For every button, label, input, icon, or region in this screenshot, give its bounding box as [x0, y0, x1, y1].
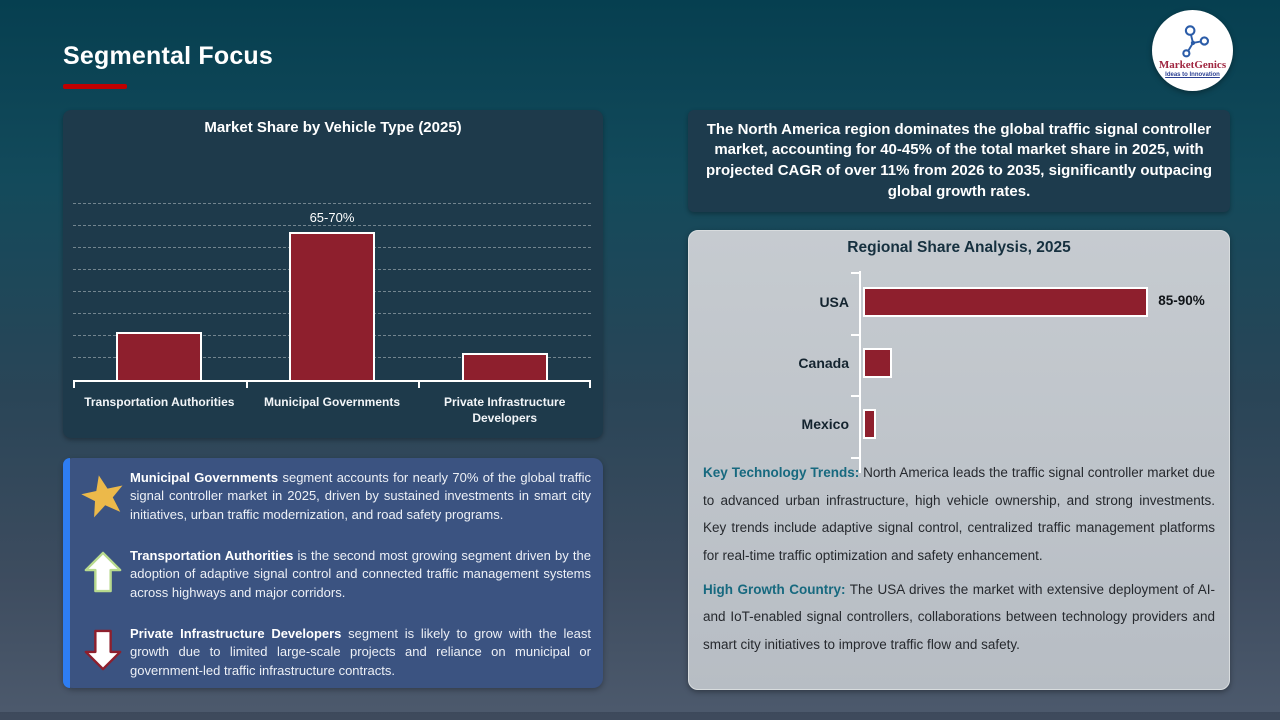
- regional-row-canada: Canada: [703, 348, 1215, 378]
- x-axis-tick: [245, 381, 248, 388]
- title-underline: [63, 84, 127, 89]
- paragraph-rest: The USA drives the market with extensive…: [703, 581, 1215, 653]
- north-america-highlight-box: The North America region dominates the g…: [688, 110, 1230, 212]
- takeaway-rest: is the second most growing segment drive…: [130, 547, 591, 600]
- down-arrow-icon: [76, 625, 130, 671]
- axis-tick: [851, 272, 859, 274]
- star-icon: [76, 469, 130, 518]
- country-label: Mexico: [801, 416, 849, 432]
- bar-transportation-authorities: [116, 331, 203, 380]
- up-arrow-icon: [76, 547, 130, 593]
- takeaway-lead: Transportation Authorities: [130, 547, 294, 563]
- axis-tick: [851, 333, 859, 336]
- category-label: Municipal Governments: [263, 395, 401, 409]
- logo-name: MarketGenics: [1158, 58, 1227, 71]
- logo-tagline: Ideas to Innovation: [1165, 72, 1220, 79]
- chart-gridline: [73, 225, 591, 226]
- chart-gridline: [73, 203, 591, 204]
- bar-value-label: 65-70%: [309, 209, 355, 225]
- takeaway-text: Private Infrastructure Developers segmen…: [130, 625, 591, 680]
- takeaway-item-municipal: Municipal Governments segment accounts f…: [76, 469, 591, 524]
- takeaway-body: Municipal Governments segment accounts f…: [70, 458, 603, 688]
- highlight-text: The North America region dominates the g…: [706, 120, 1212, 200]
- takeaway-text: Transportation Authorities is the second…: [130, 547, 591, 602]
- takeaway-lead: Private Infrastructure Developers: [130, 625, 342, 641]
- bar-value-label: 85-90%: [1158, 293, 1205, 308]
- takeaway-accent-stripe: [63, 458, 70, 688]
- bar-mexico: [863, 409, 877, 439]
- bar-usa: [863, 287, 1149, 317]
- network-molecule-icon: [1181, 25, 1209, 58]
- regional-row-usa: USA 85-90%: [703, 287, 1215, 317]
- page-title: Segmental Focus: [63, 42, 273, 70]
- regional-row-mexico: Mexico: [703, 409, 1215, 439]
- axis-tick: [851, 395, 859, 398]
- bar-canada: [863, 348, 893, 378]
- x-axis-tick: [418, 381, 421, 388]
- regional-analysis-panel: Regional Share Analysis, 2025 USA 85-90% C…: [688, 230, 1230, 690]
- x-axis-tick: [589, 381, 591, 388]
- key-technology-trends-paragraph: Key Technology Trends: North America lea…: [703, 459, 1215, 570]
- country-label: USA: [819, 294, 849, 310]
- high-growth-country-paragraph: High Growth Country: The USA drives the …: [703, 576, 1215, 659]
- bar-private-infrastructure-developers: [461, 352, 548, 380]
- vehicle-chart-categories: Transportation Authorities Municipal Gove…: [73, 388, 591, 434]
- vehicle-chart-plot: 65-70%: [73, 198, 591, 388]
- regional-chart-title: Regional Share Analysis, 2025: [847, 239, 1071, 256]
- vehicle-chart-title: Market Share by Vehicle Type (2025): [204, 119, 462, 136]
- takeaway-lead: Municipal Governments: [130, 470, 279, 485]
- axis-tick: [851, 457, 859, 459]
- bar-municipal-governments: [289, 231, 375, 380]
- takeaway-rest: segment is likely to grow with the least…: [130, 625, 591, 678]
- category-label: Transportation Authorities: [84, 395, 235, 409]
- regional-chart-axis: [859, 271, 861, 473]
- footer-strip: [0, 712, 1280, 720]
- regional-paragraphs: Key Technology Trends: North America lea…: [703, 459, 1215, 665]
- country-label: Canada: [798, 355, 849, 371]
- takeaway-rest: segment accounts for nearly 70% of the g…: [130, 470, 591, 522]
- category-label: Private Infrastructure Developers: [443, 395, 566, 426]
- regional-chart: USA 85-90% Canada Mexico: [703, 271, 1215, 473]
- paragraph-lead: Key Technology Trends:: [703, 465, 860, 480]
- takeaway-text: Municipal Governments segment accounts f…: [130, 469, 591, 524]
- paragraph-rest: North America leads the traffic signal c…: [703, 465, 1215, 564]
- takeaway-item-transportation: Transportation Authorities is the second…: [76, 547, 591, 602]
- takeaway-box: Municipal Governments segment accounts f…: [63, 458, 603, 688]
- x-axis-tick: [73, 381, 75, 388]
- paragraph-lead: High Growth Country:: [703, 581, 846, 597]
- takeaway-item-private: Private Infrastructure Developers segmen…: [76, 625, 591, 680]
- marketgenics-logo: MarketGenics Ideas to Innovation: [1152, 10, 1233, 91]
- vehicle-type-chart-panel: Market Share by Vehicle Type (2025) 65-7…: [63, 110, 603, 438]
